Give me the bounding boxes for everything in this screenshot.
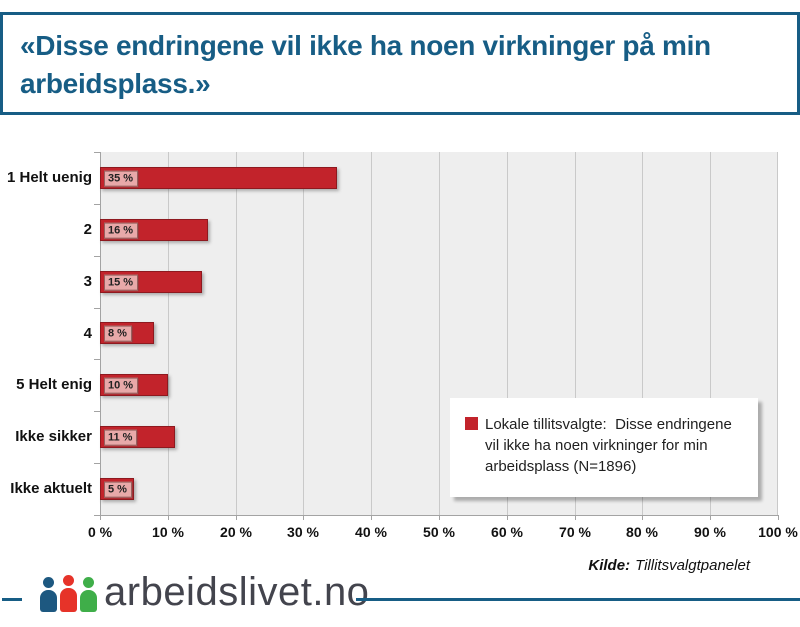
bar: 35 % xyxy=(100,167,337,189)
gridline xyxy=(777,152,778,515)
chart-plot-area: 35 % 16 % 15 % 8 % 10 % 11 % 5 % xyxy=(100,152,778,515)
bar-value-label: 15 % xyxy=(104,274,139,291)
source-caption: Kilde: Tillitsvalgtpanelet xyxy=(588,557,750,574)
legend-marker-icon xyxy=(465,417,478,430)
y-axis-category-label: 4 xyxy=(83,325,92,342)
gridline xyxy=(575,152,576,515)
bar: 16 % xyxy=(100,219,208,241)
gridline xyxy=(371,152,372,515)
bar-value-label: 16 % xyxy=(104,222,139,239)
person-head xyxy=(43,577,54,588)
bar-value-label: 8 % xyxy=(104,325,132,342)
x-axis-tick-label: 30 % xyxy=(287,524,319,540)
legend-label: Lokale tillitsvalgte: Disse endringene v… xyxy=(485,416,736,475)
y-axis-tick xyxy=(94,152,100,153)
y-axis-tick xyxy=(94,359,100,360)
y-axis-category-label: 1 Helt uenig xyxy=(6,169,92,186)
x-axis-tick-label: 10 % xyxy=(152,524,184,540)
person-torso xyxy=(40,590,57,612)
logo-right-line xyxy=(356,598,800,601)
bar-value-label: 35 % xyxy=(104,170,139,187)
gridline xyxy=(642,152,643,515)
x-axis-tick xyxy=(507,515,508,520)
gridline xyxy=(236,152,237,515)
x-axis-tick xyxy=(439,515,440,520)
x-axis-tick xyxy=(100,515,101,520)
x-axis-tick-label: 0 % xyxy=(87,524,113,540)
gridline xyxy=(710,152,711,515)
x-axis-tick-label: 80 % xyxy=(626,524,658,540)
x-axis-tick xyxy=(642,515,643,520)
x-axis-tick xyxy=(575,515,576,520)
person-head xyxy=(83,577,94,588)
person-torso xyxy=(80,590,97,612)
x-axis-tick-label: 100 % xyxy=(758,524,798,540)
bar-value-label: 5 % xyxy=(104,481,132,498)
source-text: Tillitsvalgtpanelet xyxy=(635,557,750,574)
y-axis-tick xyxy=(94,515,100,516)
y-axis-tick xyxy=(94,411,100,412)
bar: 10 % xyxy=(100,374,168,396)
x-axis-tick xyxy=(236,515,237,520)
bar: 11 % xyxy=(100,426,175,448)
x-axis-tick xyxy=(371,515,372,520)
x-axis-tick xyxy=(168,515,169,520)
x-axis-tick xyxy=(710,515,711,520)
person-head xyxy=(63,575,74,586)
x-axis-tick xyxy=(303,515,304,520)
y-axis-tick xyxy=(94,204,100,205)
bar: 15 % xyxy=(100,271,202,293)
y-axis-category-label: 3 xyxy=(83,273,92,290)
logo-left-line xyxy=(2,598,22,601)
gridline xyxy=(303,152,304,515)
y-axis-category-label: 2 xyxy=(83,221,92,238)
page-title: «Disse endringene vil ikke ha noen virkn… xyxy=(20,30,711,99)
chart-legend: Lokale tillitsvalgte: Disse endringene v… xyxy=(450,398,758,497)
bar-value-label: 11 % xyxy=(104,429,138,446)
bar: 8 % xyxy=(100,322,154,344)
y-axis-tick xyxy=(94,256,100,257)
person-icon xyxy=(80,577,97,612)
y-axis-category-label: Ikke aktuelt xyxy=(10,480,92,497)
y-axis-category-label: Ikke sikker xyxy=(15,428,92,445)
x-axis-tick-label: 60 % xyxy=(491,524,523,540)
x-axis-tick-label: 40 % xyxy=(355,524,387,540)
bar: 5 % xyxy=(100,478,134,500)
source-label: Kilde: xyxy=(588,557,631,574)
brand-wordmark: arbeidslivet.no xyxy=(104,570,370,614)
person-icon xyxy=(60,575,77,612)
x-axis-tick-label: 70 % xyxy=(559,524,591,540)
gridline xyxy=(507,152,508,515)
gridline xyxy=(439,152,440,515)
title-box: «Disse endringene vil ikke ha noen virkn… xyxy=(0,12,800,115)
y-axis-tick xyxy=(94,463,100,464)
person-icon xyxy=(40,577,57,612)
x-axis-tick-label: 90 % xyxy=(694,524,726,540)
person-torso xyxy=(60,588,77,612)
x-axis-tick-label: 50 % xyxy=(423,524,455,540)
x-axis-tick xyxy=(778,515,779,520)
y-axis-category-label: 5 Helt enig xyxy=(16,376,92,393)
bar-value-label: 10 % xyxy=(104,377,139,394)
x-axis-tick-label: 20 % xyxy=(220,524,252,540)
gridline xyxy=(168,152,169,515)
y-axis-tick xyxy=(94,308,100,309)
logo-people-icons xyxy=(40,575,97,612)
